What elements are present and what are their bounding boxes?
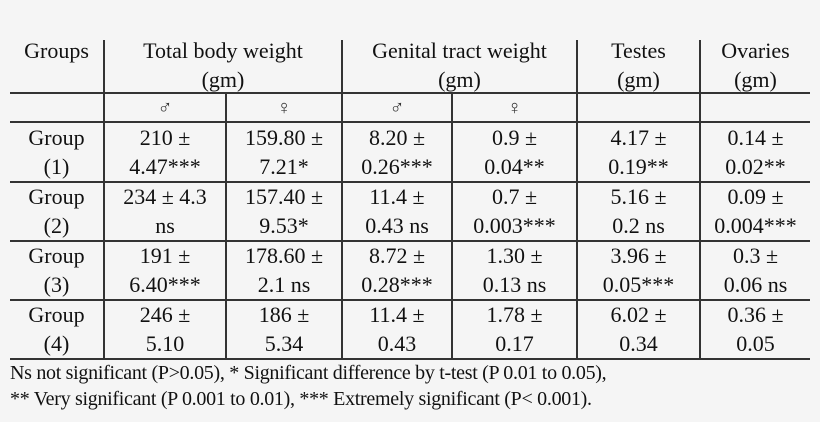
header-testes: Testes (gm) bbox=[578, 36, 699, 94]
ovaries-cell: 0.14 ±0.02** bbox=[725, 125, 786, 179]
tbw-male-cell: 246 ±5.10 bbox=[139, 302, 191, 356]
gtw-male-cell: 8.20 ±0.26*** bbox=[361, 125, 433, 179]
tbw-female-cell: 157.40 ±9.53* bbox=[244, 184, 324, 238]
gtw-female-cell: 0.7 ±0.003*** bbox=[473, 184, 556, 238]
rule-table-bottom bbox=[10, 358, 810, 360]
rule-subheader-bottom bbox=[10, 121, 810, 123]
gtw-female-cell: 0.9 ±0.04** bbox=[484, 125, 545, 179]
female-symbol-icon: ♀ bbox=[276, 95, 292, 119]
gtw-female-cell: 1.30 ±0.13 ns bbox=[482, 243, 547, 297]
header-text: Groups bbox=[24, 38, 89, 63]
tbw-male-cell: 234 ± 4.3 ns bbox=[123, 184, 207, 238]
testes-cell: 4.17 ±0.19** bbox=[608, 125, 669, 179]
header-text: Genital tract weight bbox=[372, 38, 547, 63]
header-unit: (gm) bbox=[201, 67, 245, 92]
col-divider bbox=[341, 40, 343, 360]
header-genital-tract-weight: Genital tract weight (gm) bbox=[343, 36, 576, 94]
header-ovaries: Ovaries (gm) bbox=[701, 36, 810, 94]
header-unit: (gm) bbox=[734, 67, 777, 92]
header-text: Ovaries bbox=[721, 38, 790, 63]
header-unit: (gm) bbox=[438, 67, 481, 92]
testes-cell: 5.16 ±0.2 ns bbox=[610, 184, 667, 238]
header-text: Total body weight bbox=[143, 38, 303, 63]
group-cell: Group (1) bbox=[28, 125, 85, 179]
header-text: Testes bbox=[611, 38, 666, 63]
col-divider bbox=[699, 40, 701, 360]
rule-header-bottom bbox=[10, 92, 810, 94]
rule-row3-bottom bbox=[10, 299, 810, 301]
col-divider bbox=[103, 40, 105, 360]
female-symbol-icon: ♀ bbox=[507, 95, 522, 119]
header-total-body-weight: Total body weight (gm) bbox=[105, 36, 341, 94]
header-unit: (gm) bbox=[617, 67, 660, 92]
male-symbol-icon: ♂ bbox=[389, 95, 405, 119]
footnote-line-1: Ns not significant (P>0.05), * Significa… bbox=[10, 362, 607, 384]
rule-row1-bottom bbox=[10, 181, 810, 183]
gtw-male-cell: 11.4 ±0.43 bbox=[369, 302, 425, 356]
rule-row2-bottom bbox=[10, 240, 810, 242]
tbw-male-cell: 191 ±6.40*** bbox=[129, 243, 201, 297]
gtw-male-cell: 11.4 ±0.43 ns bbox=[365, 184, 429, 238]
tbw-female-cell: 178.60 ±2.1 ns bbox=[244, 243, 324, 297]
col-divider bbox=[225, 92, 227, 360]
tbw-female-cell: 186 ±5.34 bbox=[258, 302, 310, 356]
male-symbol-icon: ♂ bbox=[157, 95, 173, 119]
ovaries-cell: 0.36 ±0.05 bbox=[727, 302, 784, 356]
group-cell: Group (4) bbox=[28, 302, 85, 356]
group-cell: Group (3) bbox=[28, 243, 85, 297]
footnote-line-2: ** Very significant (P 0.001 to 0.01), *… bbox=[10, 388, 592, 410]
ovaries-cell: 0.09 ±0.004*** bbox=[714, 184, 797, 238]
testes-cell: 6.02 ±0.34 bbox=[610, 302, 667, 356]
col-divider bbox=[576, 40, 578, 360]
group-cell: Group (2) bbox=[28, 184, 85, 238]
col-divider bbox=[451, 92, 453, 360]
gtw-male-cell: 8.72 ±0.28*** bbox=[361, 243, 433, 297]
ovaries-cell: 0.3 ±0.06 ns bbox=[723, 243, 788, 297]
tbw-male-cell: 210 ±4.47*** bbox=[129, 125, 201, 179]
tbw-female-cell: 159.80 ±7.21* bbox=[244, 125, 324, 179]
header-groups: Groups bbox=[10, 36, 103, 65]
gtw-female-cell: 1.78 ±0.17 bbox=[486, 302, 543, 356]
testes-cell: 3.96 ±0.05*** bbox=[602, 243, 675, 297]
